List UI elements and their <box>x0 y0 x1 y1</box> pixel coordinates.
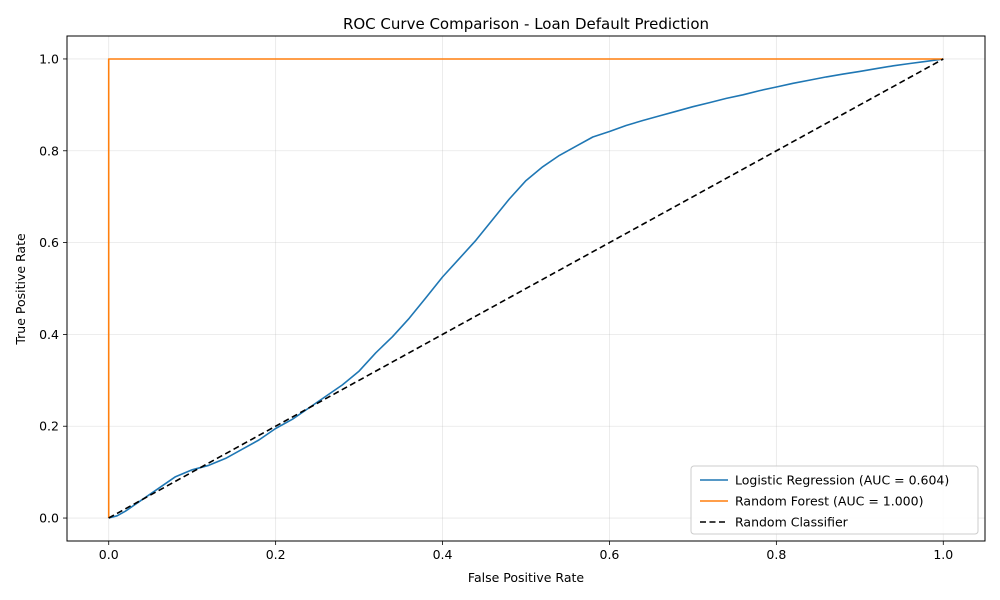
random-forest-legend-label: Random Forest (AUC = 1.000) <box>735 494 923 509</box>
y-tick-label: 0.8 <box>39 143 59 158</box>
x-tick-label: 0.0 <box>99 547 119 562</box>
random-classifier-legend-label: Random Classifier <box>735 515 849 530</box>
y-tick-label: 0.0 <box>39 511 59 526</box>
random-classifier-line <box>108 58 944 519</box>
legend-box <box>690 465 979 535</box>
x-tick-label: 1.0 <box>933 547 953 562</box>
y-tick-label: 0.6 <box>39 235 59 250</box>
y-tick-label: 1.0 <box>39 51 59 66</box>
x-tick-label: 0.2 <box>266 547 286 562</box>
axis-ticks: 0.0 0.2 0.4 0.6 0.8 1.0 0.0 0.2 0.4 0.6 0.8 1.0 <box>39 51 953 562</box>
legend: Logistic Regression (AUC = 0.604) Random … <box>690 465 979 535</box>
x-tick-label: 0.8 <box>766 547 786 562</box>
logistic-regression-legend-label: Logistic Regression (AUC = 0.604) <box>735 473 949 488</box>
x-tick-label: 0.4 <box>433 547 453 562</box>
x-tick-label: 0.6 <box>600 547 620 562</box>
x-axis-title: False Positive Rate <box>468 570 584 585</box>
plot-area-frame <box>66 35 986 542</box>
logistic-regression-line <box>108 58 944 519</box>
chart-title: ROC Curve Comparison - Loan Default Pred… <box>343 15 709 33</box>
y-tick-label: 0.2 <box>39 419 59 434</box>
series-lines <box>107 58 944 519</box>
random-forest-line <box>107 58 944 518</box>
y-axis-title: True Positive Rate <box>13 233 28 346</box>
y-tick-label: 0.4 <box>39 327 59 342</box>
